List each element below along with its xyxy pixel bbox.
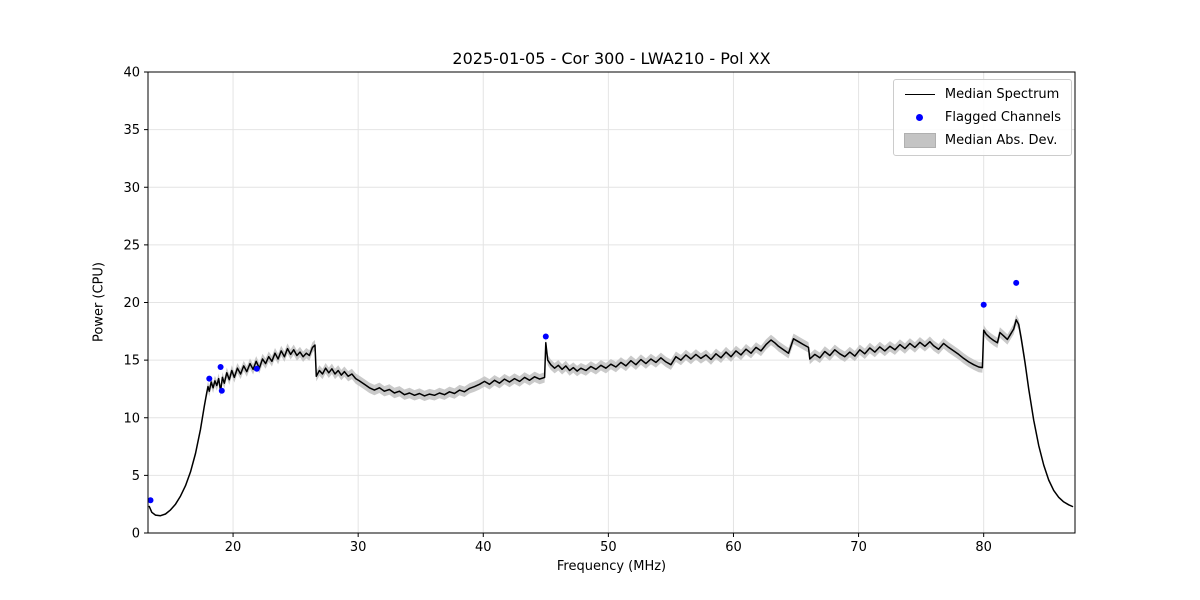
svg-text:20: 20	[123, 296, 140, 311]
svg-text:25: 25	[123, 238, 140, 253]
svg-text:30: 30	[123, 181, 140, 196]
svg-text:40: 40	[123, 66, 140, 81]
svg-text:15: 15	[123, 354, 140, 369]
svg-text:30: 30	[350, 540, 367, 555]
svg-text:60: 60	[725, 540, 742, 555]
legend-label-median-spectrum: Median Spectrum	[944, 87, 1060, 102]
mad-band-icon	[903, 133, 936, 148]
svg-text:50: 50	[600, 540, 617, 555]
svg-text:0: 0	[132, 527, 140, 542]
y-axis-label: Power (CPU)	[91, 261, 107, 343]
x-axis-label: Frequency (MHz)	[556, 559, 667, 574]
legend: Median Spectrum Flagged Channels Median …	[892, 79, 1072, 156]
svg-text:5: 5	[132, 469, 140, 484]
median-line-icon	[904, 94, 936, 95]
svg-text:35: 35	[123, 123, 140, 138]
chart-title: 2025-01-05 - Cor 300 - LWA210 - Pol XX	[452, 49, 771, 68]
svg-text:10: 10	[123, 411, 140, 426]
flagged-dot-icon	[904, 114, 936, 121]
legend-item-flagged-channels: Flagged Channels	[904, 110, 1061, 125]
legend-label-flagged-channels: Flagged Channels	[944, 110, 1061, 125]
svg-text:80: 80	[975, 540, 992, 555]
legend-item-median-abs-dev: Median Abs. Dev.	[903, 133, 1061, 148]
svg-text:40: 40	[475, 540, 492, 555]
svg-text:70: 70	[850, 540, 867, 555]
legend-item-median-spectrum: Median Spectrum	[904, 87, 1061, 102]
legend-label-median-abs-dev: Median Abs. Dev.	[944, 133, 1058, 148]
svg-text:20: 20	[225, 540, 242, 555]
